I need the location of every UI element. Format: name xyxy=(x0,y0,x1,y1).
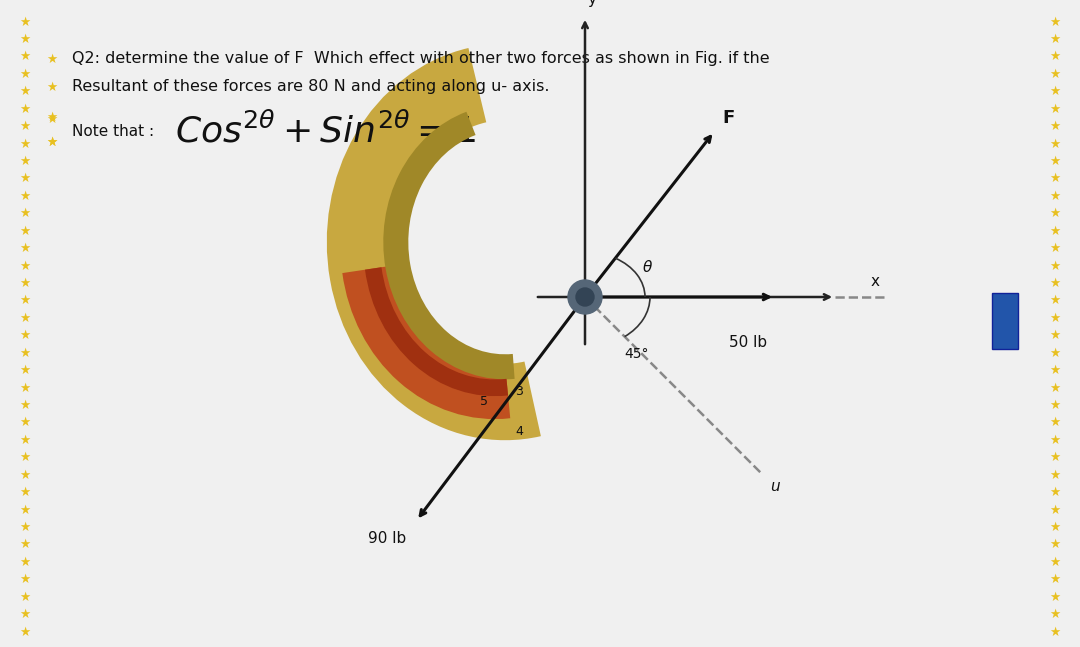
Text: $\mathit{Cos}^{2\theta} + \mathit{Sin}^{2\theta} = 1$: $\mathit{Cos}^{2\theta} + \mathit{Sin}^{… xyxy=(175,113,475,149)
Text: ★: ★ xyxy=(1050,120,1061,133)
Text: Resultant of these forces are 80 N and acting along u- axis.: Resultant of these forces are 80 N and a… xyxy=(72,80,550,94)
Text: ★: ★ xyxy=(1050,138,1061,151)
Text: ★: ★ xyxy=(19,155,30,168)
Text: F: F xyxy=(723,109,734,127)
Text: ★: ★ xyxy=(1050,277,1061,290)
Text: ★: ★ xyxy=(1050,591,1061,604)
Text: ★: ★ xyxy=(19,364,30,377)
Text: ★: ★ xyxy=(1050,294,1061,307)
Text: ★: ★ xyxy=(19,225,30,237)
Text: ★: ★ xyxy=(19,50,30,63)
Text: ★: ★ xyxy=(19,433,30,447)
Text: ★: ★ xyxy=(19,573,30,586)
Text: ★: ★ xyxy=(19,277,30,290)
Text: ★: ★ xyxy=(1050,608,1061,621)
Text: ★: ★ xyxy=(19,294,30,307)
Text: ★: ★ xyxy=(19,329,30,342)
Text: ★: ★ xyxy=(19,382,30,395)
Text: ★: ★ xyxy=(1050,207,1061,220)
Text: ★: ★ xyxy=(1050,417,1061,430)
Text: ★: ★ xyxy=(1050,68,1061,81)
Circle shape xyxy=(568,280,602,314)
Text: ★: ★ xyxy=(1050,172,1061,185)
Text: ★: ★ xyxy=(1050,486,1061,499)
Text: u: u xyxy=(770,479,780,494)
Text: ★: ★ xyxy=(1050,155,1061,168)
Text: ★: ★ xyxy=(1050,103,1061,116)
Text: ★: ★ xyxy=(46,111,57,124)
Text: ★: ★ xyxy=(19,503,30,516)
Text: 50 lb: 50 lb xyxy=(729,335,767,350)
Text: ★: ★ xyxy=(19,538,30,551)
Text: ★: ★ xyxy=(1050,242,1061,255)
Text: ★: ★ xyxy=(1050,33,1061,46)
Text: ★: ★ xyxy=(19,120,30,133)
Text: ★: ★ xyxy=(46,135,57,149)
FancyBboxPatch shape xyxy=(993,293,1018,349)
Text: ★: ★ xyxy=(1050,538,1061,551)
Text: ★: ★ xyxy=(19,591,30,604)
Text: x: x xyxy=(870,274,879,289)
Text: Note that :: Note that : xyxy=(72,124,159,138)
Text: ★: ★ xyxy=(19,207,30,220)
Text: 90 lb: 90 lb xyxy=(368,531,406,545)
Text: ★: ★ xyxy=(19,608,30,621)
Text: Q2: determine the value of F  Which effect with other two forces as shown in Fig: Q2: determine the value of F Which effec… xyxy=(72,52,770,67)
Text: ★: ★ xyxy=(19,417,30,430)
Text: ★: ★ xyxy=(19,399,30,412)
Text: 5: 5 xyxy=(481,395,488,408)
Text: ★: ★ xyxy=(1050,521,1061,534)
Text: ★: ★ xyxy=(46,113,57,126)
Text: y: y xyxy=(588,0,596,7)
Text: ★: ★ xyxy=(1050,382,1061,395)
Text: ★: ★ xyxy=(1050,556,1061,569)
Text: ★: ★ xyxy=(1050,364,1061,377)
Text: 45°: 45° xyxy=(624,347,649,361)
Text: ★: ★ xyxy=(19,85,30,98)
Text: ★: ★ xyxy=(1050,16,1061,28)
Text: ★: ★ xyxy=(1050,573,1061,586)
Text: ★: ★ xyxy=(46,80,57,94)
Text: ★: ★ xyxy=(1050,225,1061,237)
Text: ★: ★ xyxy=(1050,259,1061,272)
Text: ★: ★ xyxy=(19,347,30,360)
Text: ★: ★ xyxy=(46,52,57,65)
Text: ★: ★ xyxy=(1050,329,1061,342)
Text: ★: ★ xyxy=(19,33,30,46)
Text: ★: ★ xyxy=(1050,399,1061,412)
Text: ★: ★ xyxy=(19,103,30,116)
Text: ★: ★ xyxy=(1050,190,1061,203)
Text: ★: ★ xyxy=(1050,50,1061,63)
Text: ★: ★ xyxy=(19,259,30,272)
Text: ★: ★ xyxy=(19,626,30,639)
Text: 4: 4 xyxy=(515,425,524,438)
Text: ★: ★ xyxy=(19,242,30,255)
Text: ★: ★ xyxy=(19,68,30,81)
Text: ★: ★ xyxy=(1050,312,1061,325)
Text: ★: ★ xyxy=(1050,433,1061,447)
Text: ★: ★ xyxy=(19,556,30,569)
Text: ★: ★ xyxy=(46,135,57,149)
Text: ★: ★ xyxy=(1050,503,1061,516)
Text: ★: ★ xyxy=(19,486,30,499)
Text: ★: ★ xyxy=(19,16,30,28)
Text: ★: ★ xyxy=(19,521,30,534)
Text: ★: ★ xyxy=(19,451,30,464)
Text: 3: 3 xyxy=(515,385,524,398)
Circle shape xyxy=(576,288,594,306)
Text: ★: ★ xyxy=(19,172,30,185)
Text: ★: ★ xyxy=(1050,626,1061,639)
Text: ★: ★ xyxy=(1050,451,1061,464)
Text: ★: ★ xyxy=(1050,347,1061,360)
Text: ★: ★ xyxy=(19,468,30,481)
Text: ★: ★ xyxy=(19,312,30,325)
Text: ★: ★ xyxy=(1050,85,1061,98)
Text: ★: ★ xyxy=(19,138,30,151)
Text: θ: θ xyxy=(643,260,651,275)
Text: ★: ★ xyxy=(19,190,30,203)
Text: ★: ★ xyxy=(1050,468,1061,481)
